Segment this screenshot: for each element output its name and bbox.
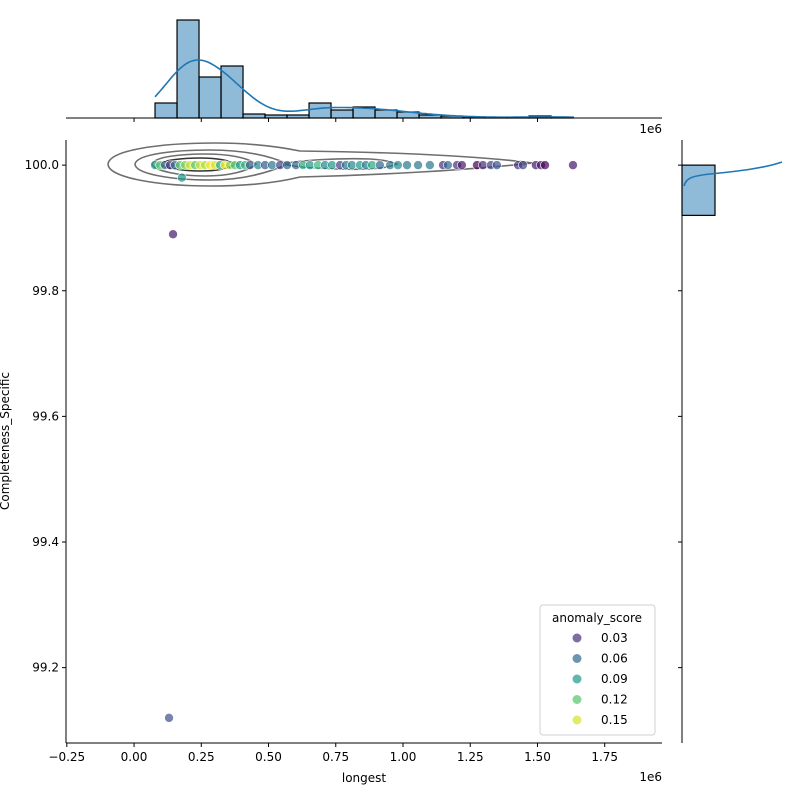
y-tick-label: 100.0 [25,158,59,172]
scatter-point [165,713,174,722]
x-offset-label: 1e6 [639,770,662,784]
scatter-point [177,173,186,182]
scatter-point [283,161,292,170]
x-tick-label: 0.75 [322,750,349,764]
legend-label: 0.06 [601,652,628,666]
x-tick-label: 0.00 [121,750,148,764]
scatter-point [268,161,277,170]
top-offset-label: 1e6 [639,122,662,136]
x-tick-label: 1.25 [457,750,484,764]
legend-label: 0.15 [601,713,628,727]
legend-marker [573,654,582,663]
scatter-point [518,161,527,170]
x-tick-label: 1.75 [591,750,618,764]
right-marginal-ticks [678,165,682,668]
legend-marker [573,675,582,684]
legend-label: 0.03 [601,631,628,645]
x-tick-label: 0.50 [255,750,282,764]
legend-marker [573,716,582,725]
scatter-point [492,161,501,170]
scatter-point [393,161,402,170]
x-tick-label: 0.25 [188,750,215,764]
top-histogram-bar [199,77,221,118]
scatter-point [305,161,314,170]
legend: anomaly_score 0.03 0.06 0.09 0.12 0.15 [540,605,655,735]
scatter-point [425,161,434,170]
scatter-points [151,161,578,723]
legend-marker [573,634,582,643]
scatter-point [375,161,384,170]
scatter-point [403,161,412,170]
legend-label: 0.09 [601,672,628,686]
y-axis-ticks: 99.2 99.4 99.6 99.8 100.0 [25,158,66,675]
y-tick-label: 99.6 [32,409,59,423]
right-marginal-histogram [682,165,715,215]
x-tick-label: 1.00 [390,750,417,764]
legend-label: 0.12 [601,693,628,707]
scatter-point [245,161,254,170]
scatter-point [327,161,336,170]
y-tick-label: 99.8 [32,284,59,298]
y-tick-label: 99.2 [32,661,59,675]
x-tick-label: −0.25 [48,750,85,764]
legend-title: anomaly_score [552,611,642,625]
scatter-point [414,161,423,170]
top-histogram-bar [155,103,177,118]
scatter-point [541,161,550,170]
top-histogram-bar [331,110,353,118]
scatter-point [443,161,452,170]
x-axis-label: longest [342,771,387,785]
scatter-point [457,161,466,170]
top-histogram-bar [221,66,243,118]
x-axis-ticks: −0.25 0.00 0.25 0.50 0.75 1.00 1.25 1.50 1.75 [48,743,618,764]
y-tick-label: 99.4 [32,535,59,549]
legend-marker [573,695,582,704]
top-marginal-histogram [155,20,573,118]
scatter-point [478,161,487,170]
scatter-point [347,161,356,170]
x-tick-label: 1.50 [524,750,551,764]
scatter-point [568,161,577,170]
top-histogram-bar [309,103,331,118]
scatter-point [169,230,178,239]
y-axis-label: Completeness_Specific [0,372,12,510]
top-histogram-bar [243,114,265,118]
right-histogram-bar [682,165,715,215]
